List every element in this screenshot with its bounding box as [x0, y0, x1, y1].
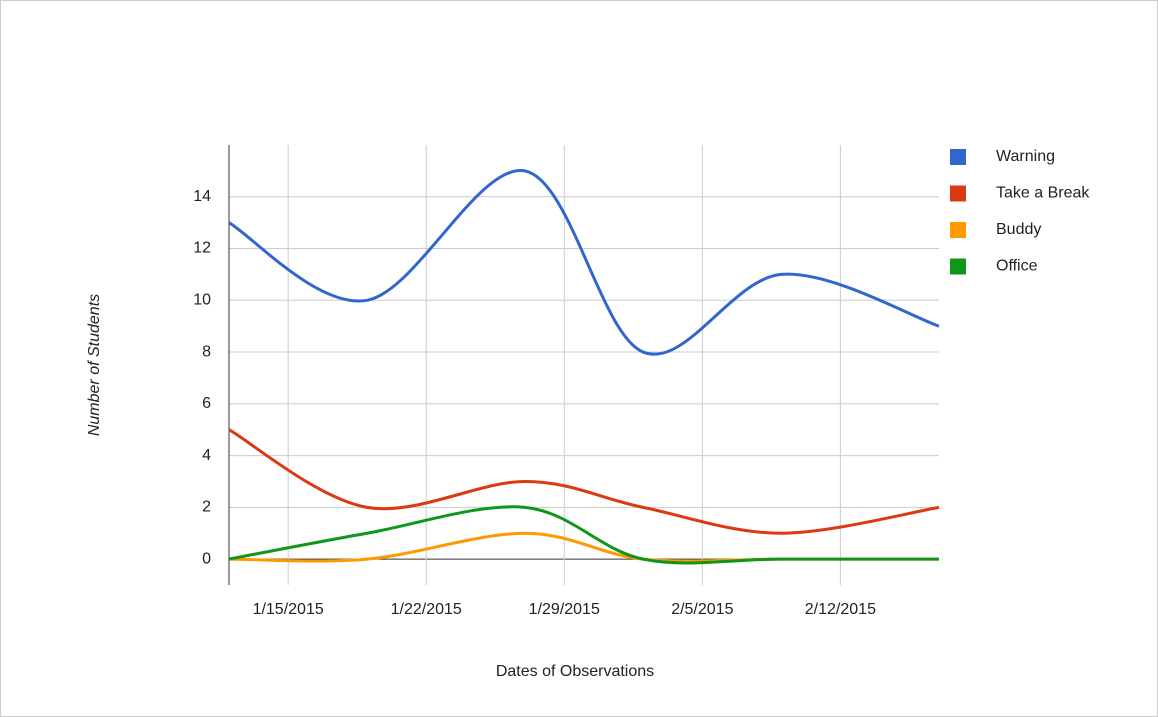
legend-label: Office	[996, 258, 1038, 275]
y-tick-label: 6	[202, 395, 211, 412]
y-tick-label: 2	[202, 499, 211, 516]
legend-swatch	[950, 258, 966, 275]
x-tick-label: 1/22/2015	[391, 601, 462, 618]
legend-swatch	[950, 185, 966, 202]
legend-label: Buddy	[996, 221, 1041, 238]
y-tick-label: 0	[202, 550, 211, 567]
series-line	[228, 505, 939, 565]
x-tick-label: 1/15/2015	[253, 601, 324, 618]
y-tick-label: 12	[193, 240, 211, 257]
x-tick-label: 2/12/2015	[805, 601, 876, 618]
legend-label: Warning	[996, 148, 1055, 165]
y-tick-label: 10	[193, 292, 211, 309]
legend-swatch	[950, 222, 966, 238]
series-line	[228, 169, 940, 356]
x-tick-label: 1/29/2015	[529, 601, 600, 618]
x-tick-label: 2/5/2015	[671, 601, 733, 618]
y-axis-title: Number of Students	[86, 294, 103, 436]
y-tick-label: 4	[202, 447, 211, 464]
series-line	[228, 428, 940, 535]
legend-swatch	[950, 149, 966, 165]
y-tick-label: 14	[193, 188, 211, 205]
x-axis-title: Dates of Observations	[496, 663, 654, 680]
y-tick-label: 8	[202, 343, 211, 360]
legend-label: Take a Break	[996, 185, 1090, 202]
